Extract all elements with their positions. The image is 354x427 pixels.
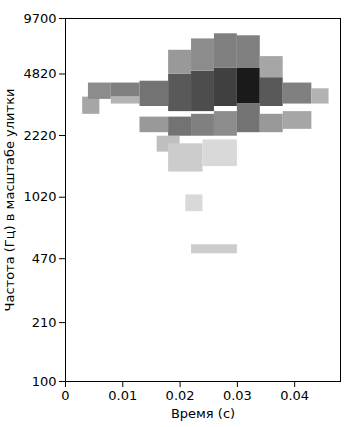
svg-text:2220: 2220 bbox=[23, 128, 56, 143]
svg-text:1020: 1020 bbox=[23, 189, 56, 204]
svg-text:Время (с): Время (с) bbox=[171, 406, 235, 421]
svg-text:0.03: 0.03 bbox=[223, 388, 252, 403]
svg-text:100: 100 bbox=[32, 374, 57, 389]
svg-text:Частота (Гц) в масштабе улитки: Частота (Гц) в масштабе улитки bbox=[2, 89, 17, 312]
svg-text:470: 470 bbox=[32, 251, 57, 266]
svg-text:4820: 4820 bbox=[23, 66, 56, 81]
svg-text:9700: 9700 bbox=[23, 11, 56, 26]
svg-text:0.01: 0.01 bbox=[108, 388, 137, 403]
svg-text:0.04: 0.04 bbox=[280, 388, 309, 403]
svg-text:0.02: 0.02 bbox=[166, 388, 195, 403]
svg-text:0: 0 bbox=[61, 388, 69, 403]
svg-text:210: 210 bbox=[32, 315, 57, 330]
